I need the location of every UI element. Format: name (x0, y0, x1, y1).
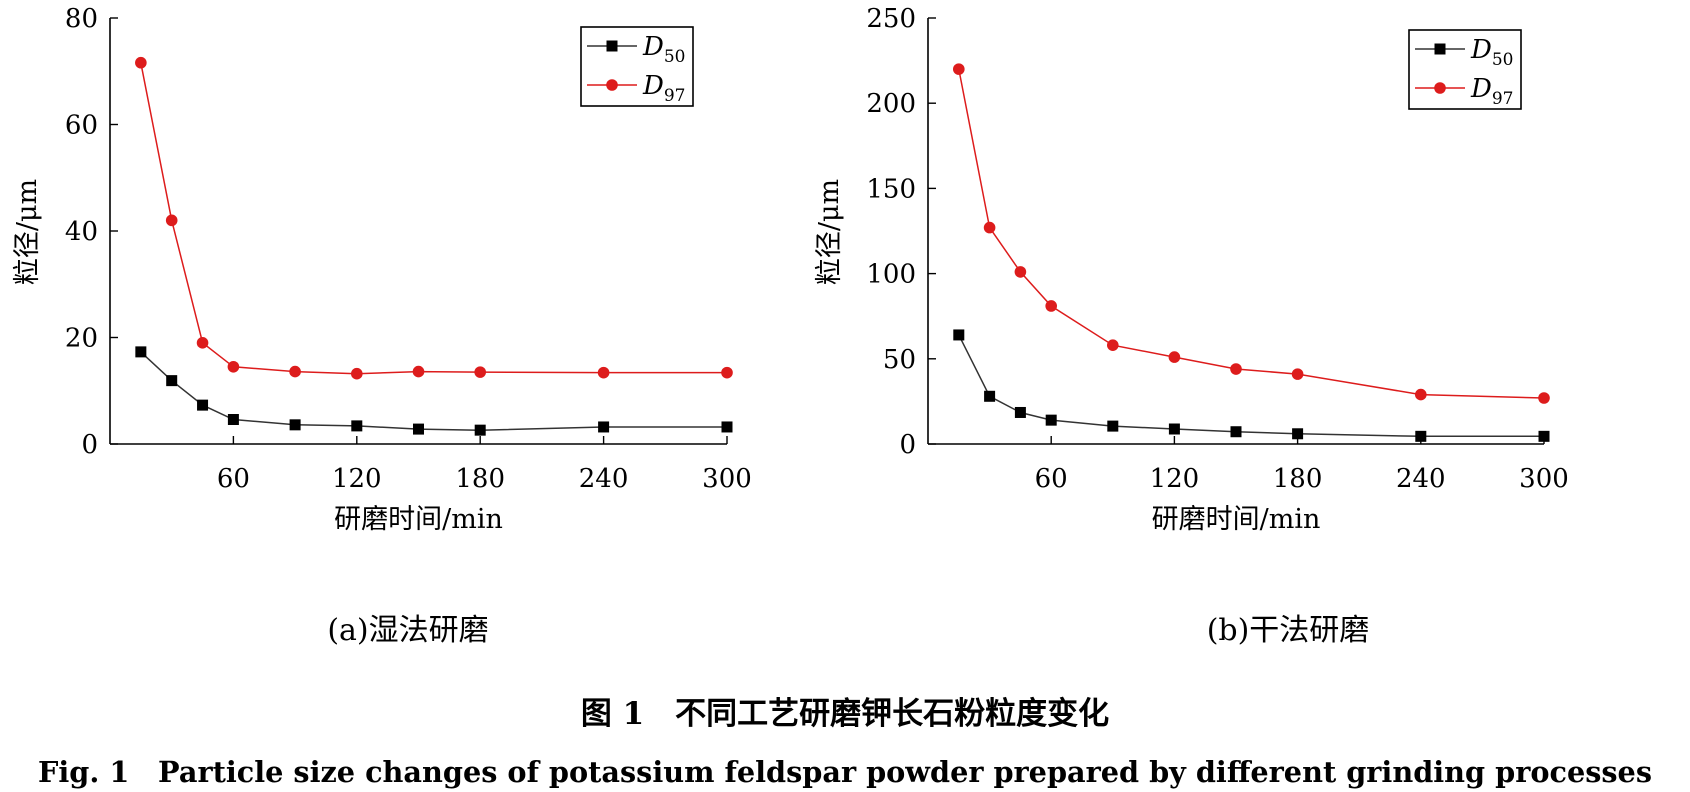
caption-b: (b)干法研磨 (1207, 613, 1370, 648)
x-tick-label: 60 (217, 464, 250, 494)
series-line-D50 (140, 351, 727, 431)
point-D97 (1107, 339, 1119, 351)
legend-swatch-marker (606, 79, 618, 91)
point-D50 (135, 346, 147, 358)
point-D97 (196, 337, 209, 349)
point-D50 (1538, 430, 1550, 442)
point-D97 (597, 366, 610, 379)
y-tick-label: 40 (65, 217, 98, 247)
point-D97 (474, 366, 487, 378)
y-axis-title: 粒径/μm (814, 179, 845, 285)
x-tick-label: 300 (702, 464, 752, 494)
y-tick-label: 100 (866, 260, 916, 290)
point-D97 (1291, 368, 1304, 380)
point-D97 (289, 365, 301, 378)
point-D50 (1230, 426, 1242, 438)
point-D97 (983, 221, 996, 234)
point-D97 (1168, 351, 1181, 363)
y-tick-label: 60 (65, 111, 98, 141)
caption-a: (a)湿法研磨 (327, 613, 488, 648)
x-tick-label: 240 (1396, 464, 1446, 494)
y-tick-label: 0 (899, 430, 916, 460)
point-D50 (413, 423, 424, 435)
point-D50 (598, 421, 610, 433)
y-tick-label: 50 (883, 345, 916, 375)
y-tick-label: 20 (65, 324, 98, 354)
figure-title-cn: 图 1 不同工艺研磨钾长石粉粒度变化 (581, 696, 1109, 732)
legend-swatch-marker (1434, 82, 1446, 94)
legend-label-D50: D50 (1470, 35, 1514, 70)
x-tick-label: 180 (455, 464, 505, 494)
series-line-D97 (958, 68, 1545, 399)
legend-swatch-marker (1434, 43, 1446, 55)
legend-box (580, 26, 694, 107)
point-D97 (1045, 300, 1057, 312)
x-axis-title: 研磨时间/min (1152, 504, 1321, 535)
point-D97 (412, 365, 425, 378)
x-axis-title: 研磨时间/min (334, 504, 503, 535)
point-D50 (721, 421, 733, 433)
y-tick-label: 200 (866, 89, 916, 119)
x-tick-label: 300 (1519, 464, 1569, 494)
x-tick-label: 120 (332, 464, 382, 494)
point-D50 (1292, 428, 1304, 440)
point-D50 (984, 390, 996, 402)
point-D97 (1415, 388, 1427, 401)
point-D50 (1045, 414, 1057, 426)
x-tick-label: 180 (1273, 464, 1323, 494)
chart-dry-grinding: 0 50 100 150 200 250 60 120 180 240 300 研磨时间/min 粒径/… (814, 4, 1569, 535)
x-tick-label: 120 (1150, 464, 1200, 494)
point-D50 (474, 424, 486, 436)
point-D50 (166, 375, 178, 387)
point-D50 (1168, 423, 1180, 435)
y-tick-label: 80 (65, 4, 98, 34)
x-tick-label: 240 (579, 464, 629, 494)
series-line-D50 (958, 334, 1544, 438)
point-D97 (351, 367, 363, 380)
point-D50 (227, 414, 239, 426)
point-D97 (1014, 266, 1027, 278)
series-line-D97 (140, 62, 727, 375)
point-D50 (197, 399, 209, 411)
point-D97 (1538, 392, 1550, 404)
chart-wet-grinding: 0 20 40 60 80 60 120 180 240 300 研磨时间/min 粒径/μm D50D… (12, 4, 752, 535)
point-D97 (165, 214, 178, 227)
figure-title-en: Fig. 1 Particle size changes of potassiu… (38, 755, 1652, 789)
point-D50 (1415, 430, 1427, 442)
point-D97 (721, 366, 733, 379)
y-tick-label: 150 (866, 174, 916, 204)
point-D50 (289, 419, 301, 431)
legend-box (1408, 29, 1522, 110)
y-axis-title: 粒径/μm (12, 179, 43, 285)
point-D97 (227, 360, 240, 373)
legend-label-D97: D97 (1470, 74, 1514, 109)
point-D50 (1014, 406, 1026, 418)
x-tick-label: 60 (1035, 464, 1068, 494)
point-D50 (953, 329, 965, 341)
legend-swatch-marker (606, 40, 618, 52)
y-tick-label: 0 (81, 430, 98, 460)
point-D97 (1230, 363, 1242, 375)
point-D50 (351, 420, 363, 432)
point-D97 (135, 56, 147, 69)
point-D50 (1107, 420, 1119, 432)
point-D97 (953, 63, 965, 75)
y-tick-label: 250 (866, 4, 916, 34)
